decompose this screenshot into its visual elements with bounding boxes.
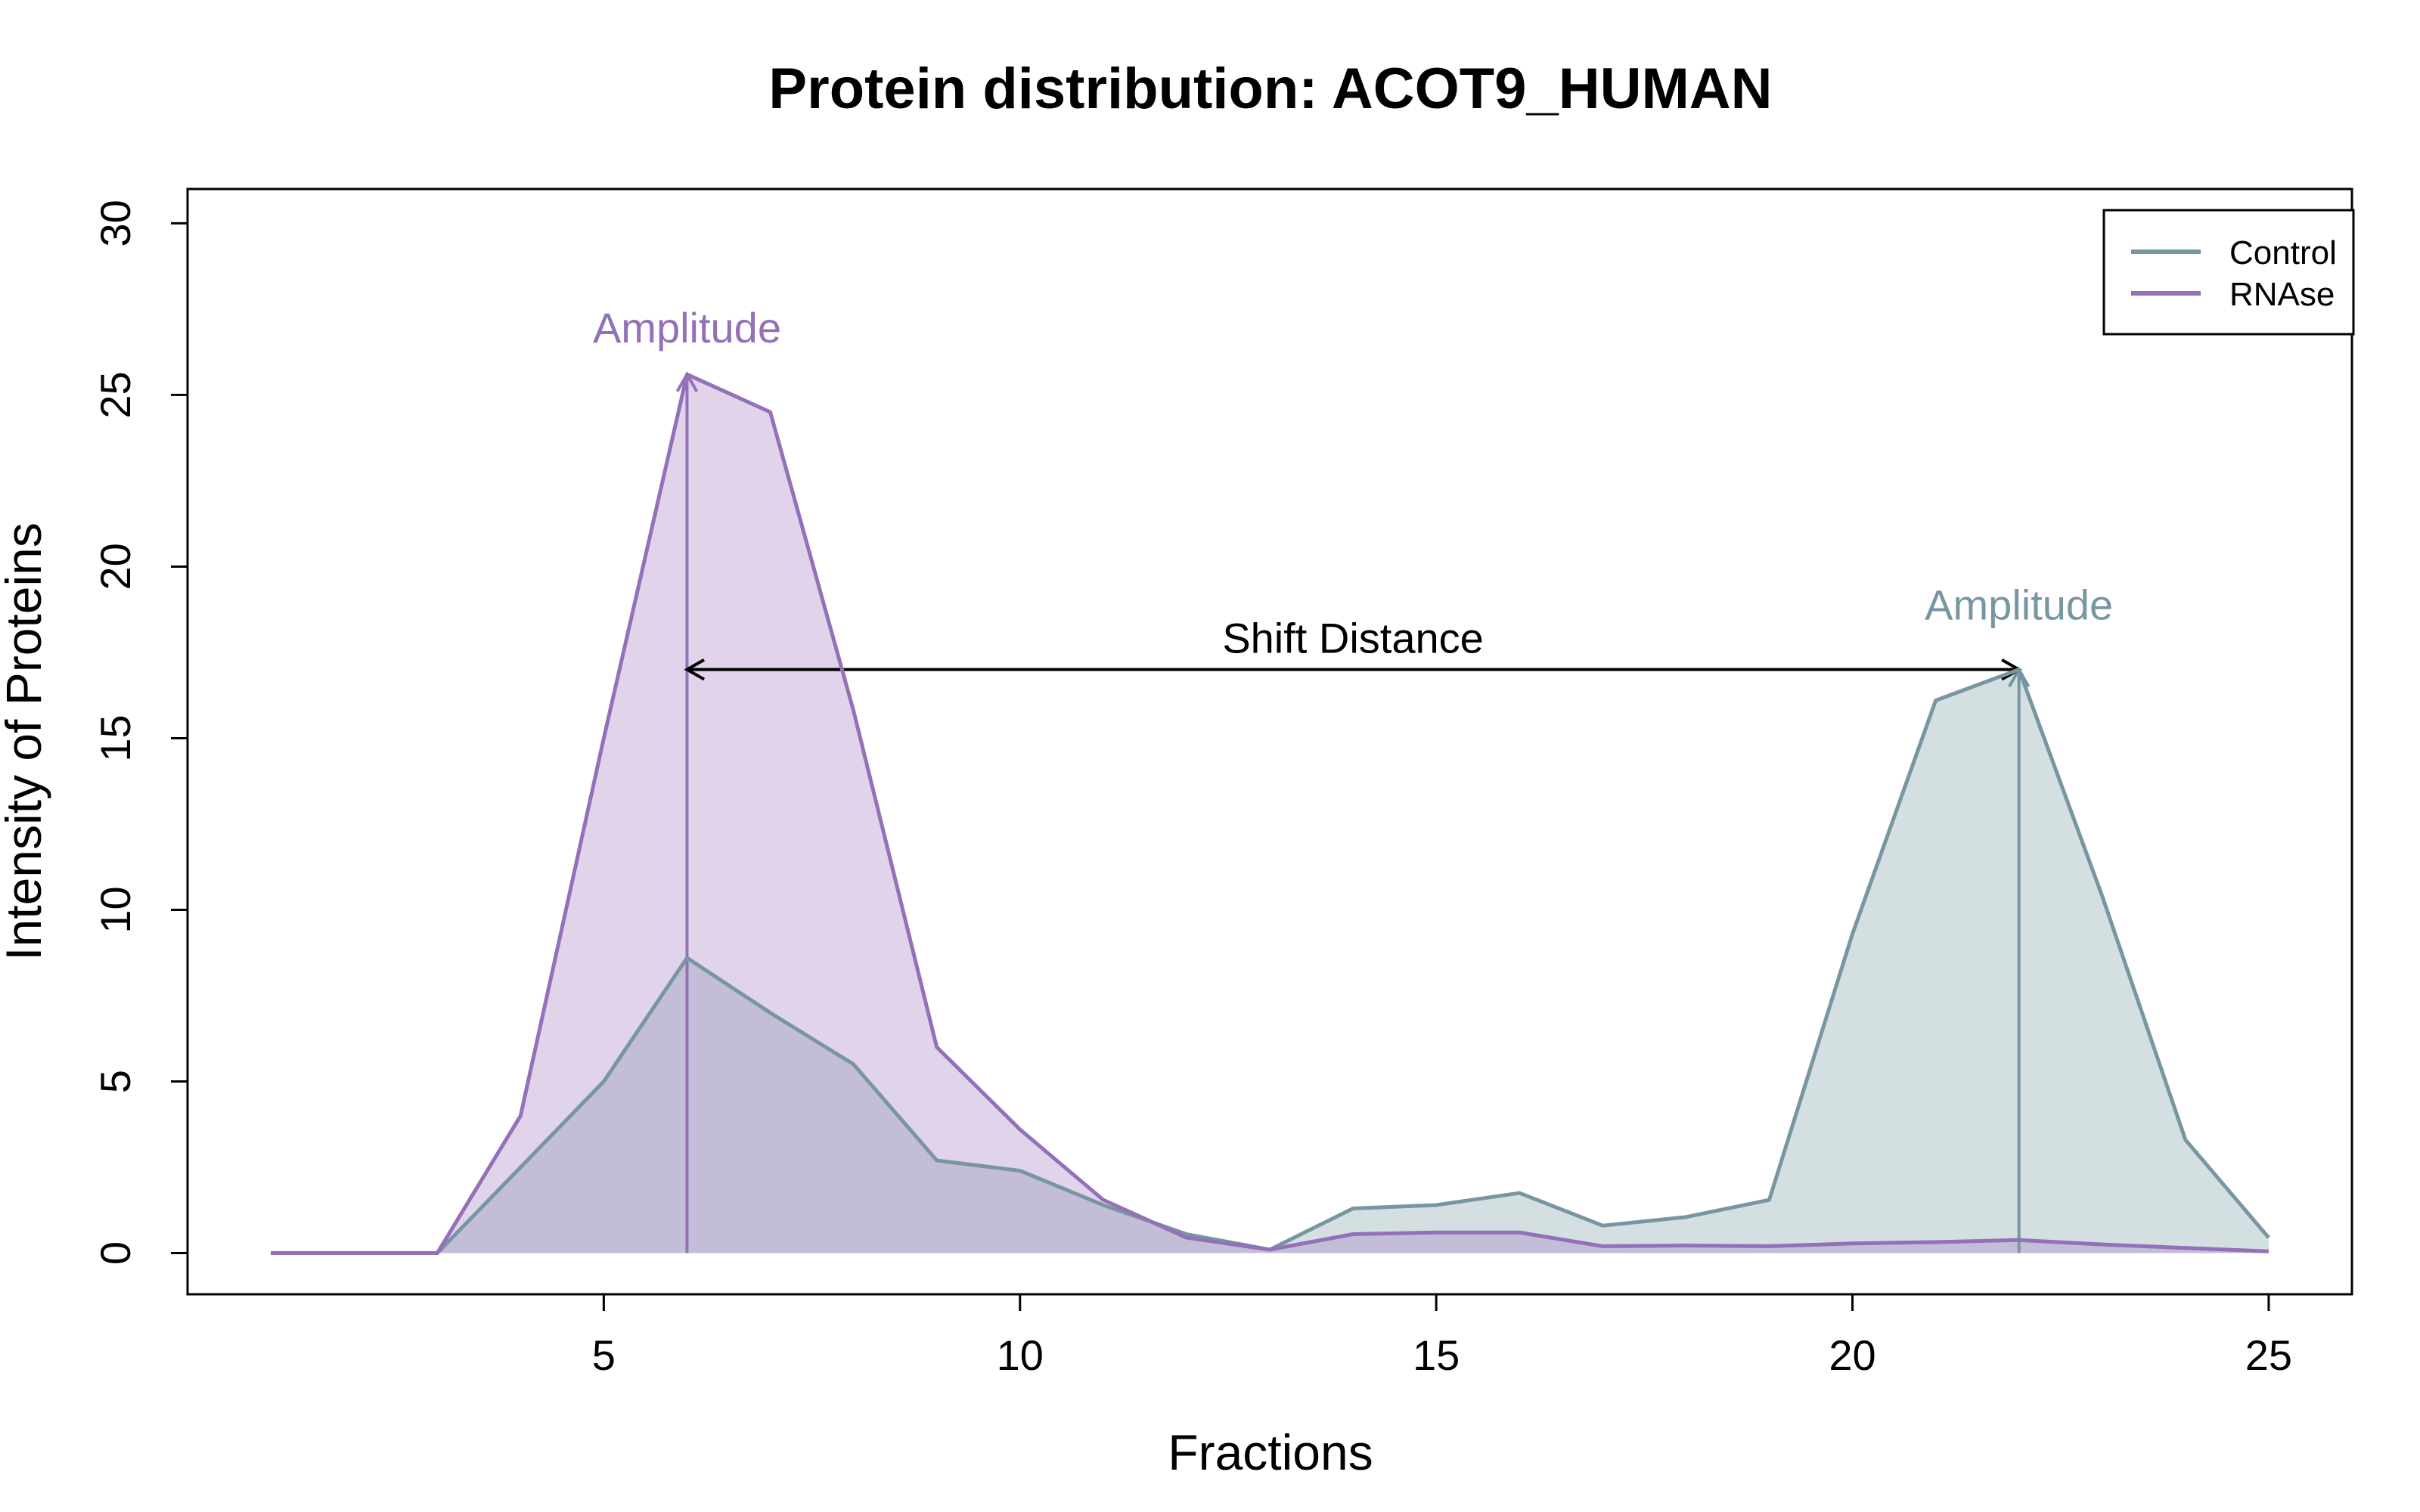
y-tick-label: 20	[92, 543, 139, 590]
y-tick-label: 0	[92, 1241, 139, 1265]
shift-distance-label: Shift Distance	[1222, 615, 1484, 662]
legend: Control RNAse	[2102, 209, 2355, 336]
x-tick-label: 5	[592, 1331, 616, 1379]
control-amplitude-label: Amplitude	[1925, 581, 2113, 629]
y-axis: 0 5 10 15 20 25 30	[92, 200, 189, 1265]
series-lines	[271, 372, 2270, 1256]
y-tick-label: 5	[92, 1070, 139, 1093]
legend-box	[2102, 209, 2355, 336]
rnase-amplitude-label: Amplitude	[593, 304, 781, 352]
x-tick-label: 25	[2245, 1331, 2292, 1379]
x-axis-label: Fractions	[1168, 1424, 1373, 1480]
y-tick-label: 15	[92, 714, 139, 761]
x-tick-label: 15	[1413, 1331, 1460, 1379]
area-fill-overlap	[271, 958, 2269, 1253]
area-fills	[271, 374, 2269, 1253]
y-tick-label: 30	[92, 200, 139, 246]
y-axis-label: Intensity of Proteins	[0, 522, 51, 961]
legend-label-control: Control	[2229, 234, 2337, 271]
shift-distance-arrowhead-left	[684, 658, 706, 681]
y-tick-label: 25	[92, 371, 139, 418]
x-tick-label: 10	[997, 1331, 1044, 1379]
y-tick-label: 10	[92, 886, 139, 933]
chart-title: Protein distribution: ACOT9_HUMAN	[768, 57, 1772, 121]
x-axis: 5 10 15 20 25	[592, 1293, 2292, 1379]
series-line-rnase	[271, 372, 2270, 1256]
x-tick-label: 20	[1829, 1331, 1876, 1379]
legend-label-rnase: RNAse	[2229, 276, 2335, 313]
